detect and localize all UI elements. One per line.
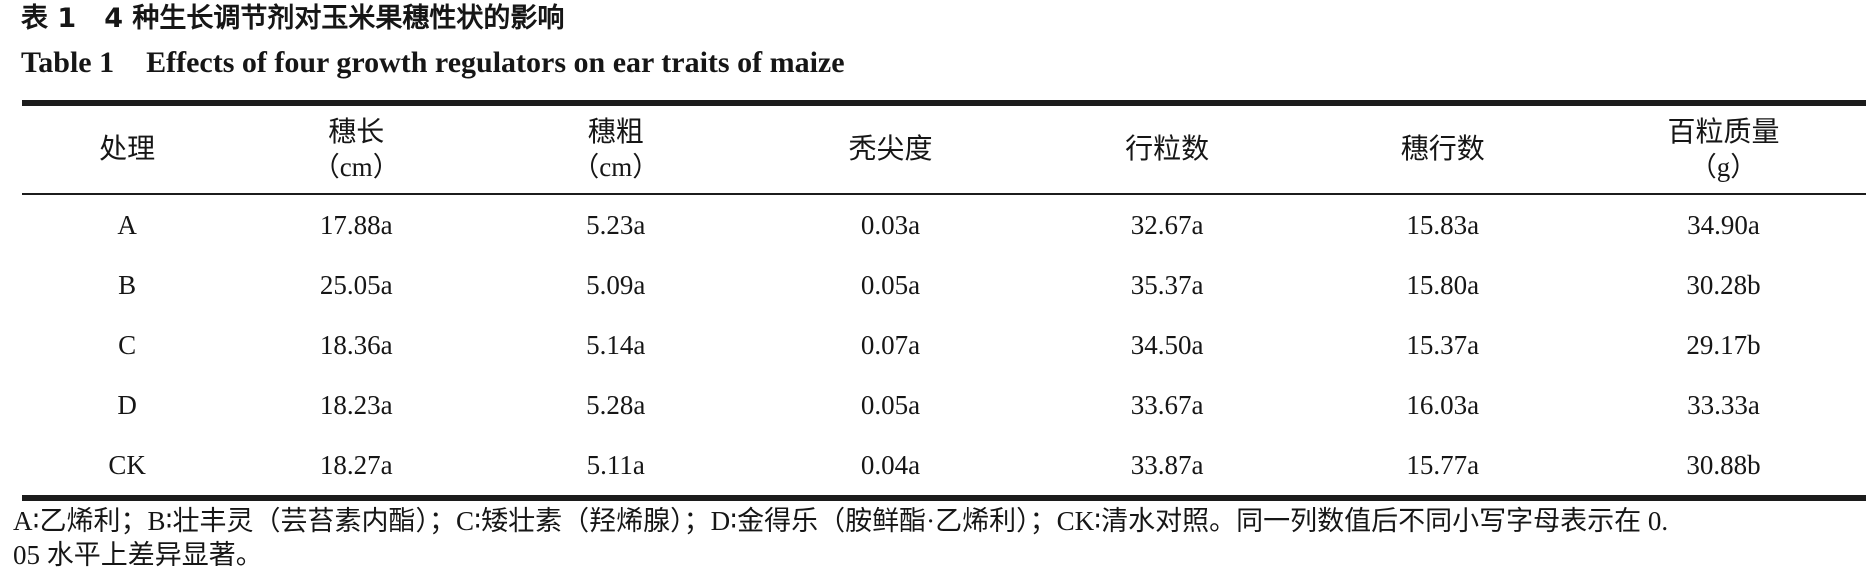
col-header-rows-per-ear-label: 穗行数 <box>1400 134 1485 165</box>
col-header-kernels-per-row-label: 行粒数 <box>1125 134 1210 165</box>
footnote-line-2: 05 水平上差异显著。 <box>13 540 263 570</box>
cell-hundred-kernel-weight: 33.33a <box>1687 389 1760 420</box>
cell-hundred-kernel-weight: 34.90a <box>1687 209 1760 240</box>
cell-bald-tip: 0.04a <box>860 449 921 480</box>
col-header-ear-length-label: 穗长 <box>328 116 385 148</box>
cell-ear-length: 17.88a <box>319 209 393 240</box>
cell-treatment: B <box>118 269 137 300</box>
cell-rows-per-ear: 15.77a <box>1406 449 1480 480</box>
cell-rows-per-ear: 16.03a <box>1406 389 1480 420</box>
cell-kernels-per-row: 33.87a <box>1130 449 1204 480</box>
table-title-en-text: Effects of four growth regulators on ear… <box>146 46 845 79</box>
table-row-treatment-c: C 18.36a 5.14a 0.07a 34.50a 15.37a 29.17… <box>22 315 1866 375</box>
col-header-ear-diameter-label: 穗粗 <box>587 116 644 148</box>
table-title-english: Table 1 Effects of four growth regulator… <box>21 44 845 82</box>
cell-kernels-per-row: 35.37a <box>1130 269 1204 300</box>
table-row-treatment-d: D 18.23a 5.28a 0.05a 33.67a 16.03a 33.33… <box>22 375 1866 435</box>
col-header-bald-tip: 秃尖度 <box>751 103 1030 195</box>
col-header-bald-tip-label: 秃尖度 <box>848 134 933 165</box>
table-row-treatment-ck: CK 18.27a 5.11a 0.04a 33.87a 15.77a 30.8… <box>22 435 1866 498</box>
table-title-cn-label: 表 1 <box>21 3 77 34</box>
cell-treatment: D <box>117 389 137 420</box>
col-header-hundred-kernel-weight-label: 百粒质量 <box>1667 116 1780 148</box>
cell-bald-tip: 0.07a <box>860 329 921 360</box>
cell-ear-diameter: 5.23a <box>586 209 646 240</box>
col-header-kernels-per-row: 行粒数 <box>1029 103 1305 195</box>
cell-bald-tip: 0.05a <box>860 269 921 300</box>
col-header-ear-diameter-unit: （cm） <box>572 151 660 182</box>
table-row-treatment-a: A 17.88a 5.23a 0.03a 32.67a 15.83a 34.90… <box>22 194 1866 255</box>
col-header-ear-length-unit: （cm） <box>312 151 400 182</box>
col-header-treatment-label: 处理 <box>99 134 156 165</box>
cell-treatment: C <box>118 329 137 360</box>
table-header-row: 处理 穗长 （cm） 穗粗 （cm） 秃尖度 行粒数 穗行数 <box>22 103 1866 195</box>
cell-bald-tip: 0.03a <box>860 209 921 240</box>
footnote-line-1: A∶乙烯利；B∶壮丰灵（芸苔素内酯）；C∶矮壮素（羟烯腺）；D∶金得乐（胺鲜酯·… <box>13 506 1669 536</box>
cell-treatment: CK <box>108 449 146 480</box>
cell-rows-per-ear: 15.37a <box>1406 329 1480 360</box>
cell-rows-per-ear: 15.83a <box>1406 209 1480 240</box>
cell-ear-diameter: 5.28a <box>586 389 646 420</box>
cell-ear-length: 18.23a <box>319 389 393 420</box>
cell-hundred-kernel-weight: 29.17b <box>1686 329 1761 360</box>
cell-kernels-per-row: 32.67a <box>1130 209 1204 240</box>
cell-ear-length: 25.05a <box>319 269 393 300</box>
cell-ear-length: 18.36a <box>319 329 393 360</box>
cell-hundred-kernel-weight: 30.28b <box>1686 269 1761 300</box>
col-header-ear-length: 穗长 （cm） <box>232 103 481 195</box>
table-footnote: A∶乙烯利；B∶壮丰灵（芸苔素内酯）；C∶矮壮素（羟烯腺）；D∶金得乐（胺鲜酯·… <box>13 504 1861 572</box>
cell-treatment: A <box>117 209 137 240</box>
cell-hundred-kernel-weight: 30.88b <box>1686 449 1761 480</box>
cell-kernels-per-row: 33.67a <box>1130 389 1204 420</box>
cell-kernels-per-row: 34.50a <box>1130 329 1204 360</box>
col-header-hundred-kernel-weight: 百粒质量 （g） <box>1581 103 1866 195</box>
col-header-ear-diameter: 穗粗 （cm） <box>480 103 752 195</box>
cell-bald-tip: 0.05a <box>860 389 921 420</box>
table-title-chinese: 表 1 4 种生长调节剂对玉米果穗性状的影响 <box>21 2 564 36</box>
col-header-rows-per-ear: 穗行数 <box>1304 103 1582 195</box>
cell-ear-diameter: 5.11a <box>586 449 645 480</box>
cell-ear-diameter: 5.09a <box>586 269 646 300</box>
table-title-en-label: Table 1 <box>21 46 115 79</box>
table-title-cn-text: 4 种生长调节剂对玉米果穗性状的影响 <box>104 3 565 34</box>
cell-ear-diameter: 5.14a <box>586 329 646 360</box>
col-header-treatment: 处理 <box>22 103 233 195</box>
cell-rows-per-ear: 15.80a <box>1406 269 1480 300</box>
maize-ear-traits-table: 处理 穗长 （cm） 穗粗 （cm） 秃尖度 行粒数 穗行数 <box>22 100 1866 501</box>
cell-ear-length: 18.27a <box>319 449 393 480</box>
col-header-hundred-kernel-weight-unit: （g） <box>1689 151 1758 182</box>
table-row-treatment-b: B 25.05a 5.09a 0.05a 35.37a 15.80a 30.28… <box>22 255 1866 315</box>
